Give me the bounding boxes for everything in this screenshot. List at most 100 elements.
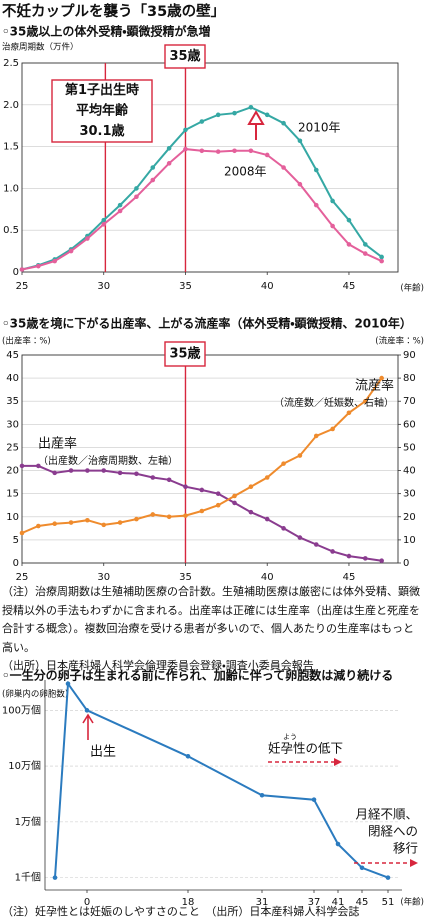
x-tick-label: 45 xyxy=(356,897,369,908)
y2-tick-label: 60 xyxy=(403,419,416,430)
y2-tick-label: 40 xyxy=(403,466,416,477)
x-tick-label: 0 xyxy=(84,897,90,908)
data-point xyxy=(52,875,58,880)
x-tick-label: 40 xyxy=(261,281,274,292)
data-point xyxy=(52,470,57,476)
data-point xyxy=(346,553,352,559)
data-point xyxy=(183,484,188,490)
data-point xyxy=(199,119,205,124)
reference-label: 35歳 xyxy=(169,48,200,64)
data-point xyxy=(150,512,156,517)
data-point xyxy=(264,112,270,118)
x-tick-label: 45 xyxy=(343,281,356,292)
data-point xyxy=(199,148,205,154)
data-point xyxy=(183,127,188,133)
notes-text: （注）治療周期数は生殖補助医療の合計数。生殖補助医療は厳密には体外受精、顕微授精… xyxy=(2,585,420,654)
x-tick-label: 45 xyxy=(343,572,356,583)
data-point xyxy=(166,161,172,166)
data-point xyxy=(117,208,123,214)
page-title: 不妊カップルを襲う「35歳の壁」 xyxy=(2,2,225,20)
data-point xyxy=(65,681,71,687)
data-point xyxy=(52,258,57,264)
series-line xyxy=(54,680,389,879)
data-point xyxy=(330,198,335,204)
data-point xyxy=(385,875,391,880)
data-point xyxy=(166,477,172,483)
data-point xyxy=(297,181,303,187)
data-point xyxy=(297,453,303,458)
y-tick-label: 100万個 xyxy=(2,703,41,716)
data-point xyxy=(19,267,25,272)
data-point xyxy=(101,222,107,227)
data-point xyxy=(346,410,352,416)
data-point xyxy=(117,202,123,208)
data-point xyxy=(330,223,335,229)
x-tick-label: 18 xyxy=(182,897,195,908)
data-point xyxy=(281,120,286,126)
data-point xyxy=(248,148,254,154)
arrow-icon xyxy=(247,110,265,140)
y2-tick-label: 30 xyxy=(403,489,416,500)
data-point xyxy=(150,475,156,480)
x-axis-label: (年齢) xyxy=(400,283,424,294)
x-tick-label: 31 xyxy=(256,897,269,908)
data-point xyxy=(379,254,384,260)
arrow-icon xyxy=(82,713,94,740)
y2-tick-label: 90 xyxy=(403,350,416,361)
y-tick-label: 35 xyxy=(6,396,19,407)
data-point xyxy=(36,463,41,469)
data-point xyxy=(330,426,335,432)
notes-source: （出所）日本産科婦人科学会倫理委員会登録・調査小委員会報告 xyxy=(2,659,314,672)
data-point xyxy=(36,263,41,269)
y-tick-label: 40 xyxy=(6,373,19,384)
data-point xyxy=(281,165,286,170)
data-point xyxy=(232,493,237,499)
y2-tick-label: 20 xyxy=(403,512,416,523)
series-label: 2010年 xyxy=(298,121,341,135)
data-point xyxy=(183,146,188,152)
x-axis-label: (年齢) xyxy=(400,897,424,908)
data-point xyxy=(379,375,384,381)
y-tick-label: 20 xyxy=(6,466,19,477)
x-tick-label: 25 xyxy=(16,572,29,583)
y-tick-label: 0.5 xyxy=(3,225,19,236)
annotation: 出生 xyxy=(90,745,116,760)
data-point xyxy=(311,797,317,802)
plot-frame xyxy=(21,354,399,564)
data-point xyxy=(215,502,221,508)
data-point xyxy=(346,217,352,223)
annotation-ruby: よう xyxy=(283,733,297,741)
data-point xyxy=(150,177,156,183)
x-tick-label: 30 xyxy=(97,572,110,583)
series-note: （流産数／妊娠数、右軸） xyxy=(274,396,394,409)
y-tick-label: 45 xyxy=(6,350,19,361)
y-axis-label: (卵巣内の卵胞数) xyxy=(2,689,68,700)
y-tick-label: 1千個 xyxy=(15,871,41,884)
x-tick-label: 35 xyxy=(179,281,192,292)
data-point xyxy=(199,508,205,514)
data-point xyxy=(84,708,90,713)
data-point xyxy=(248,509,254,515)
data-point xyxy=(313,433,319,439)
reference-box xyxy=(164,341,206,367)
data-point xyxy=(232,110,237,116)
data-point xyxy=(248,105,254,110)
data-point xyxy=(166,514,172,520)
data-point xyxy=(335,841,341,847)
chart-subtitle: ◦一生分の卵子は生まれる前に作られ、加齢に伴って卵胞数は減り続ける xyxy=(2,668,393,683)
data-point xyxy=(85,517,90,523)
data-point xyxy=(117,470,123,476)
x-tick-label: 30 xyxy=(97,281,110,292)
data-point xyxy=(101,522,107,528)
series-label: 出産率 xyxy=(38,437,77,452)
y-axis-label: 治療周期数（万件） xyxy=(2,42,79,53)
data-point xyxy=(36,523,41,529)
data-point xyxy=(313,167,319,173)
data-point xyxy=(232,500,237,506)
y2-tick-label: 0 xyxy=(403,558,409,569)
data-point xyxy=(330,549,335,554)
data-point xyxy=(134,471,139,477)
y2-tick-label: 80 xyxy=(403,373,416,384)
series-note: （出産数／治療周期数、左軸） xyxy=(38,454,178,467)
